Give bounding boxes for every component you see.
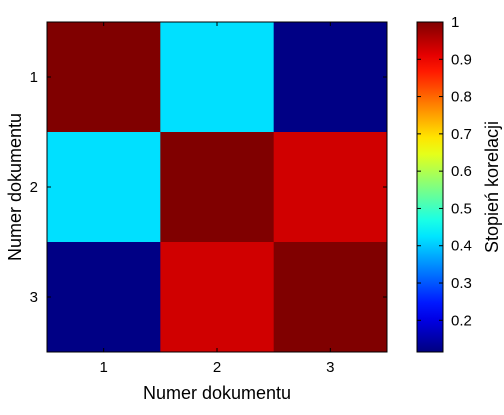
heatmap-cell-3-1 [47,242,161,353]
y-tick-label: 1 [30,69,38,86]
colorbar-tick-label: 0.7 [451,126,472,143]
heatmap-cell-1-3 [273,22,388,133]
colorbar-tick-label: 0.3 [451,275,472,292]
heatmap-cell-2-1 [47,132,161,243]
y-axis-ticks: 1 2 3 [30,69,387,306]
colorbar-tick-label: 1 [451,14,459,31]
heatmap-cell-2-3 [273,132,388,243]
colorbar-tick-label: 0.2 [451,312,472,329]
colorbar-tick-label: 0.8 [451,89,472,106]
colorbar-tick-label: 0.9 [451,51,472,68]
colorbar-ticks: 0.2 0.3 0.4 0.5 0.6 0.7 0.8 0.9 1 [417,14,472,329]
x-axis-ticks: 1 2 3 [99,22,335,376]
x-tick-label: 2 [213,359,221,376]
y-tick-label: 3 [30,289,38,306]
heatmap-cell-1-2 [160,22,275,133]
colorbar-tick-label: 0.6 [451,163,472,180]
heatmap-cell-3-3 [273,242,388,353]
colorbar [416,21,444,353]
y-tick-label: 2 [30,179,38,196]
y-axis-label: Numer dokumentu [5,113,25,261]
x-axis-label: Numer dokumentu [143,383,291,403]
heatmap-cell-3-2 [160,242,275,353]
heatmap-cell-1-1 [47,22,161,133]
x-tick-label: 1 [99,359,107,376]
heatmap-cells [47,22,388,353]
colorbar-tick-label: 0.4 [451,238,472,255]
colorbar-label: Stopień korelacji [482,121,502,253]
x-tick-label: 3 [326,359,334,376]
colorbar-tick-label: 0.5 [451,200,472,217]
heatmap-cell-2-2 [160,132,275,243]
